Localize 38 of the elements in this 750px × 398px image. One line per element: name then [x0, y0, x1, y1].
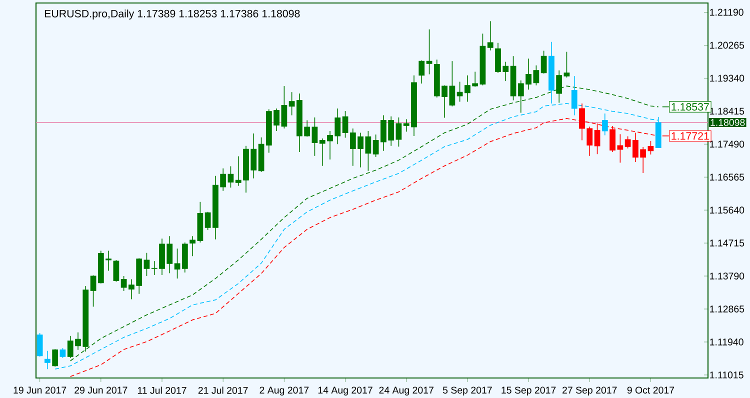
y-tick-label: 1.11940 [710, 338, 744, 346]
x-tick-label: 29 Jun 2017 [74, 386, 128, 394]
candlestick [426, 28, 432, 75]
x-tick-label: 5 Sep 2017 [442, 386, 492, 396]
candlestick [594, 123, 600, 155]
x-tick-label: 2 Aug 2017 [260, 386, 309, 396]
y-tick-label: 1.15640 [710, 206, 744, 214]
candlestick [52, 348, 58, 367]
candlestick [60, 348, 66, 358]
x-tick-label: 11 Jul 2017 [138, 386, 186, 394]
x-tick-label: 27 Sep 2017 [562, 386, 617, 396]
x-tick-label: 19 Jun 2017 [14, 386, 66, 394]
data-label: 1.17721 [672, 132, 709, 140]
x-tick-label: 9 Oct 2017 [627, 386, 674, 394]
y-tick-label: 1.14715 [710, 240, 744, 246]
candlestick [602, 113, 608, 136]
data-label: 1.18537 [672, 103, 709, 111]
y-tick-label: 1.11015 [710, 372, 744, 378]
candlestick [418, 60, 425, 84]
ref-line-label: 1.18098 [710, 119, 745, 126]
y-tick-label: 1.17490 [710, 140, 744, 148]
candlestick [44, 350, 50, 370]
y-tick-label: 1.12865 [710, 306, 744, 312]
x-tick-label: 21 Jul 2017 [198, 386, 248, 394]
x-tick-label: 14 Aug 2017 [318, 386, 372, 396]
candlestick [487, 20, 494, 51]
y-tick-label: 1.21190 [710, 8, 744, 16]
x-tick-label: 24 Aug 2017 [379, 386, 434, 396]
x-tick-label: 15 Sep 2017 [502, 386, 556, 396]
candlestick [540, 50, 547, 74]
y-tick-label: 1.16565 [710, 174, 744, 181]
y-tick-label: 1.13790 [710, 272, 744, 280]
text: EURUSD.pro,Daily 1.17389 1.18253 1.17386 1.18098 [44, 10, 300, 20]
candlestick [36, 332, 43, 357]
y-tick-label: 1.18415 [710, 108, 744, 115]
y-tick-label: 1.19340 [710, 74, 744, 82]
candlestick [113, 260, 120, 282]
y-tick-label: 1.20265 [710, 42, 744, 49]
